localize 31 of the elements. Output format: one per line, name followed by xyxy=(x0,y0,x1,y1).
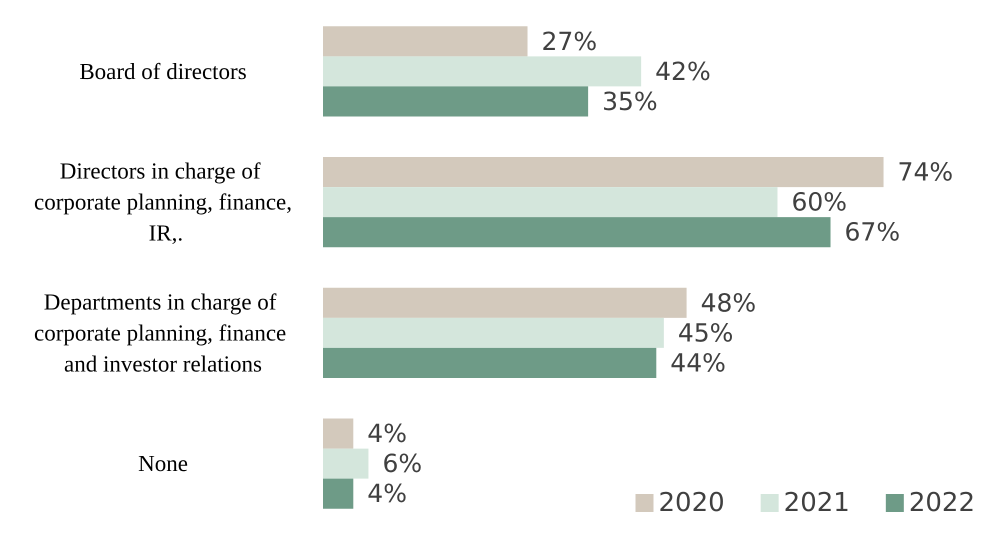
bar xyxy=(323,157,884,188)
y-tick-label: Board of directors xyxy=(79,58,247,84)
y-tick-label: None xyxy=(138,451,188,476)
data-label: 45% xyxy=(678,318,734,348)
data-label: 35% xyxy=(602,86,658,116)
bar xyxy=(323,288,687,318)
bar xyxy=(323,217,831,248)
bar xyxy=(323,56,642,86)
y-tick-label: Directors in charge of corporate planning, finance, IR,. xyxy=(34,158,292,246)
bar xyxy=(323,478,354,509)
bar xyxy=(323,26,528,56)
bar xyxy=(323,348,656,378)
data-label: 74% xyxy=(898,158,954,187)
data-label: 67% xyxy=(844,218,900,247)
data-label: 6% xyxy=(382,449,422,478)
bar xyxy=(323,86,588,116)
legend-label: 2020 xyxy=(658,488,725,518)
bar xyxy=(323,187,778,218)
legend-label: 2021 xyxy=(784,488,850,518)
data-label: 48% xyxy=(700,288,756,318)
data-label: 4% xyxy=(367,479,407,508)
y-tick-label: Departments in charge of corporate planning, finance and investor relations xyxy=(34,289,292,376)
data-label: 44% xyxy=(670,348,726,378)
bar xyxy=(323,318,664,348)
bar xyxy=(323,418,354,449)
data-label: 27% xyxy=(542,26,598,56)
bar xyxy=(323,448,368,479)
data-label: 42% xyxy=(655,56,711,86)
data-label: 60% xyxy=(792,188,848,217)
legend-label: 2022 xyxy=(908,488,976,518)
data-label: 4% xyxy=(367,419,407,448)
